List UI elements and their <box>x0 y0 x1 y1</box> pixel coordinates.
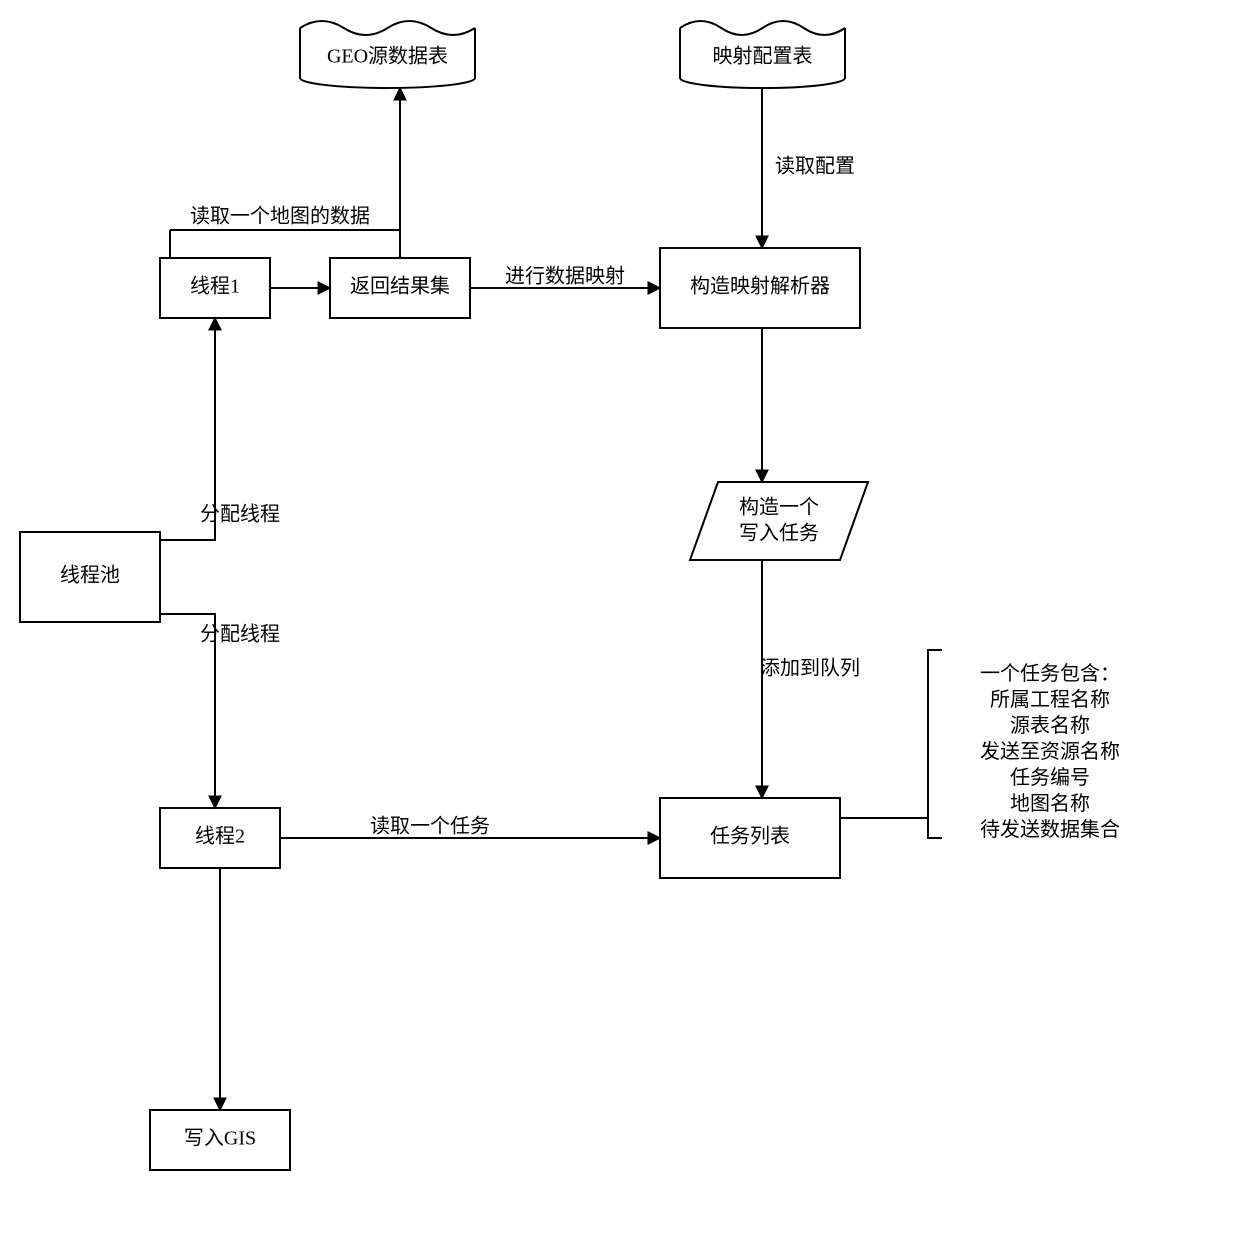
tasklist: 任务列表 <box>660 798 840 878</box>
thread1: 线程1 <box>160 258 270 318</box>
annotation-line-3: 发送至资源名称 <box>980 740 1120 763</box>
threadpool-label: 线程池 <box>60 564 120 587</box>
resultset: 返回结果集 <box>330 258 470 318</box>
parser-label: 构造映射解析器 <box>690 275 830 298</box>
geo_db-label: GEO源数据表 <box>327 45 448 68</box>
edge-threadpool-thread1: 分配线程 <box>160 318 280 540</box>
edge-label-6: 分配线程 <box>200 503 280 526</box>
tasklist-label: 任务列表 <box>710 825 790 848</box>
annotation-line-4: 任务编号 <box>1010 766 1090 789</box>
thread1-label: 线程1 <box>190 275 240 298</box>
parser: 构造映射解析器 <box>660 248 860 328</box>
write_task-label1: 构造一个 <box>739 496 819 519</box>
thread2-label: 线程2 <box>195 825 245 848</box>
edge-label-5: 添加到队列 <box>760 657 860 680</box>
edge-thread2-tasklist: 读取一个任务 <box>280 815 660 838</box>
edge-label-3: 进行数据映射 <box>505 265 625 288</box>
threadpool: 线程池 <box>20 532 160 622</box>
edge-label-0: 读取配置 <box>775 155 855 178</box>
edge-map_cfg-parser: 读取配置 <box>762 88 855 248</box>
geo_db: GEO源数据表 <box>300 21 475 88</box>
map_cfg: 映射配置表 <box>680 21 845 88</box>
annotation-line-5: 地图名称 <box>1010 792 1090 815</box>
task-annotation: 一个任务包含： 所属工程名称源表名称发送至资源名称任务编号地图名称待发送数据集合 <box>840 650 1120 841</box>
edge-resultset-parser: 进行数据映射 <box>470 265 660 288</box>
annotation-line-1: 所属工程名称 <box>990 688 1110 711</box>
annotation-line-6: 待发送数据集合 <box>980 818 1120 841</box>
edge-resultset-geo_db: 读取一个地图的数据 <box>170 88 400 258</box>
write_task-label2: 写入任务 <box>739 522 819 545</box>
annotation-line-0: 一个任务包含： <box>980 662 1120 685</box>
write_task: 构造一个写入任务 <box>690 482 868 560</box>
edge-label-1: 读取一个地图的数据 <box>190 205 370 228</box>
resultset-label: 返回结果集 <box>350 275 450 298</box>
write_gis-label: 写入GIS <box>184 1128 256 1150</box>
edge-label-7: 分配线程 <box>200 623 280 646</box>
edge-write_task-tasklist: 添加到队列 <box>760 560 860 798</box>
map_cfg-label: 映射配置表 <box>713 45 813 68</box>
annotation-line-2: 源表名称 <box>1010 714 1090 737</box>
edge-label-8: 读取一个任务 <box>370 815 490 838</box>
write_gis: 写入GIS <box>150 1110 290 1170</box>
thread2: 线程2 <box>160 808 280 868</box>
edge-threadpool-thread2: 分配线程 <box>160 614 280 808</box>
